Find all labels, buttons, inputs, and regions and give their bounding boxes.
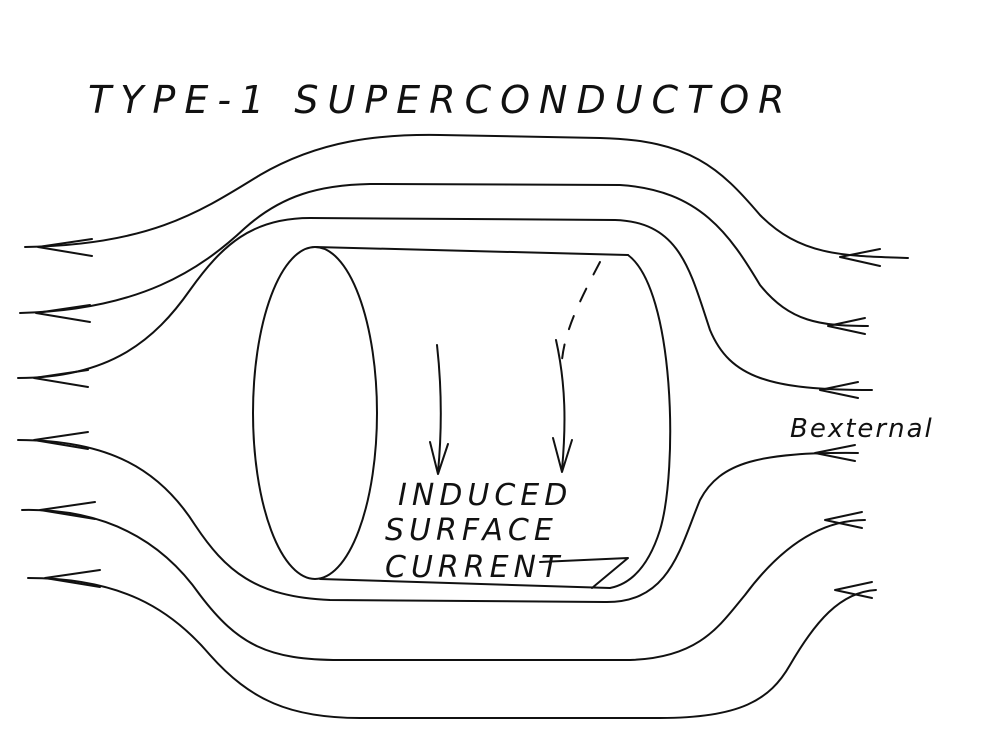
arrow-left-icon	[35, 304, 91, 323]
arrow-left-icon	[839, 248, 881, 267]
field-line-3	[17, 217, 873, 391]
field-line-4	[17, 439, 859, 604]
cylinder-back-rim	[609, 254, 672, 589]
arrow-left-icon	[814, 444, 856, 462]
current-arrow-2	[555, 339, 566, 471]
cylinder-bottom-edge	[319, 578, 611, 589]
field-line-5	[21, 508, 866, 661]
arrow-down-icon	[552, 437, 573, 473]
arrow-left-icon	[44, 569, 101, 588]
current-label-line-1: INDUCED	[398, 478, 572, 513]
current-underline	[539, 557, 629, 589]
current-label-line-3: CURRENT	[385, 550, 564, 585]
cylinder-front-face	[252, 246, 378, 580]
arrow-down-icon	[429, 441, 449, 475]
superconductor-cylinder	[252, 246, 672, 589]
arrow-left-icon	[39, 501, 96, 520]
current-arrow-1	[436, 344, 442, 473]
field-line-2	[19, 183, 869, 327]
arrow-left-icon	[37, 238, 93, 257]
cylinder-top-edge	[314, 246, 629, 256]
arrow-left-icon	[33, 431, 89, 450]
arrow-left-icon	[827, 317, 866, 335]
arrow-left-icon	[819, 381, 859, 399]
arrow-left-icon	[824, 511, 863, 529]
arrow-left-icon	[834, 581, 873, 599]
arrow-left-icon	[33, 369, 89, 388]
field-line-6	[27, 577, 877, 719]
field-label: Bexternal	[790, 414, 934, 444]
cylinder-hidden-rim	[561, 261, 601, 361]
current-label-line-2: SURFACE	[385, 513, 558, 548]
field-line-1	[24, 133, 909, 259]
diagram-title: TYPE-1 SUPERCONDUCTOR	[88, 78, 794, 122]
